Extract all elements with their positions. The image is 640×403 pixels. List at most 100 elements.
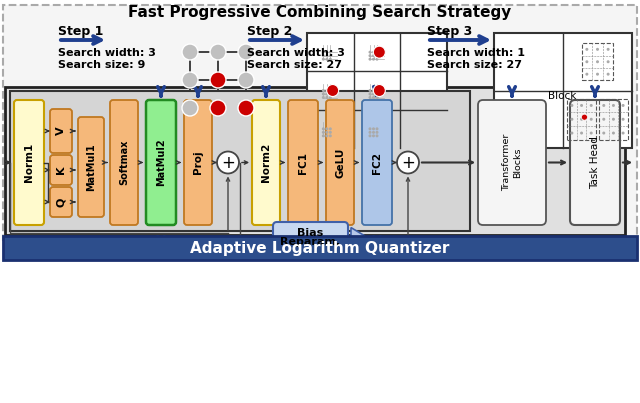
Circle shape xyxy=(612,104,615,107)
Text: FC1: FC1 xyxy=(298,152,308,174)
Circle shape xyxy=(372,58,375,61)
Circle shape xyxy=(325,89,328,92)
Circle shape xyxy=(369,58,371,61)
Circle shape xyxy=(372,127,375,130)
Text: MatMul2: MatMul2 xyxy=(156,139,166,186)
Text: Search size: 9: Search size: 9 xyxy=(58,60,145,70)
Circle shape xyxy=(372,89,375,92)
Text: Step 1: Step 1 xyxy=(58,25,104,37)
Text: Block: Block xyxy=(548,91,577,101)
Circle shape xyxy=(322,58,325,61)
Circle shape xyxy=(210,100,226,116)
Circle shape xyxy=(369,54,371,57)
Circle shape xyxy=(372,93,375,96)
Text: Transformer
Blocks: Transformer Blocks xyxy=(502,134,522,191)
Circle shape xyxy=(329,58,332,61)
Text: GeLU: GeLU xyxy=(335,147,345,178)
FancyBboxPatch shape xyxy=(78,117,104,217)
Circle shape xyxy=(369,93,371,96)
Text: Bias: Bias xyxy=(297,228,323,238)
Circle shape xyxy=(607,60,610,63)
Text: Softmax: Softmax xyxy=(119,140,129,185)
Text: Reparam.: Reparam. xyxy=(280,237,340,247)
Text: Task Head: Task Head xyxy=(590,136,600,189)
Bar xyxy=(5,87,625,235)
Circle shape xyxy=(329,127,332,130)
Circle shape xyxy=(210,72,226,88)
Circle shape xyxy=(376,134,378,137)
Circle shape xyxy=(376,93,378,96)
Text: V: V xyxy=(56,127,66,135)
Circle shape xyxy=(369,51,371,54)
Text: Search width: 3: Search width: 3 xyxy=(247,48,345,58)
Circle shape xyxy=(373,46,385,58)
Circle shape xyxy=(607,48,610,51)
FancyBboxPatch shape xyxy=(50,187,72,217)
Circle shape xyxy=(596,73,599,76)
Circle shape xyxy=(369,127,371,130)
Circle shape xyxy=(372,96,375,99)
Circle shape xyxy=(580,131,583,135)
Text: Step 2: Step 2 xyxy=(247,25,292,37)
Text: Search size: 27: Search size: 27 xyxy=(427,60,522,70)
Circle shape xyxy=(589,118,593,121)
Circle shape xyxy=(325,58,328,61)
Circle shape xyxy=(580,118,583,121)
Circle shape xyxy=(570,104,573,107)
Circle shape xyxy=(376,54,378,57)
Circle shape xyxy=(589,131,593,135)
Circle shape xyxy=(376,96,378,99)
Circle shape xyxy=(570,118,573,121)
Text: Search width: 1: Search width: 1 xyxy=(427,48,525,58)
FancyBboxPatch shape xyxy=(146,100,176,225)
Circle shape xyxy=(580,104,583,107)
Text: MatMul1: MatMul1 xyxy=(86,143,96,191)
Circle shape xyxy=(329,93,332,96)
Circle shape xyxy=(182,44,198,60)
Circle shape xyxy=(322,127,325,130)
FancyBboxPatch shape xyxy=(326,100,354,225)
Circle shape xyxy=(238,44,254,60)
Circle shape xyxy=(376,51,378,54)
Text: Search size: 27: Search size: 27 xyxy=(247,60,342,70)
Text: +: + xyxy=(401,154,415,172)
FancyBboxPatch shape xyxy=(483,104,543,221)
Circle shape xyxy=(372,134,375,137)
Circle shape xyxy=(325,131,328,134)
Circle shape xyxy=(602,131,605,135)
Circle shape xyxy=(329,96,332,99)
Circle shape xyxy=(322,93,325,96)
Circle shape xyxy=(589,104,593,107)
Circle shape xyxy=(397,152,419,174)
FancyBboxPatch shape xyxy=(184,100,212,225)
Circle shape xyxy=(369,96,371,99)
Circle shape xyxy=(376,131,378,134)
Bar xyxy=(599,99,628,140)
Bar xyxy=(567,99,596,140)
Circle shape xyxy=(612,131,615,135)
Circle shape xyxy=(325,51,328,54)
Circle shape xyxy=(322,131,325,134)
Bar xyxy=(582,43,613,80)
Circle shape xyxy=(612,118,615,121)
Circle shape xyxy=(182,72,198,88)
Circle shape xyxy=(372,54,375,57)
FancyBboxPatch shape xyxy=(488,108,540,217)
Circle shape xyxy=(369,89,371,92)
Circle shape xyxy=(596,60,599,63)
Circle shape xyxy=(329,131,332,134)
Circle shape xyxy=(602,104,605,107)
Text: Norm2: Norm2 xyxy=(261,143,271,182)
Circle shape xyxy=(322,54,325,57)
Circle shape xyxy=(325,127,328,130)
Circle shape xyxy=(373,85,385,96)
Circle shape xyxy=(621,104,625,107)
Circle shape xyxy=(325,93,328,96)
Circle shape xyxy=(326,85,339,96)
Circle shape xyxy=(376,58,378,61)
FancyBboxPatch shape xyxy=(110,100,138,225)
Circle shape xyxy=(596,48,599,51)
Circle shape xyxy=(322,134,325,137)
Circle shape xyxy=(238,72,254,88)
Circle shape xyxy=(570,131,573,135)
